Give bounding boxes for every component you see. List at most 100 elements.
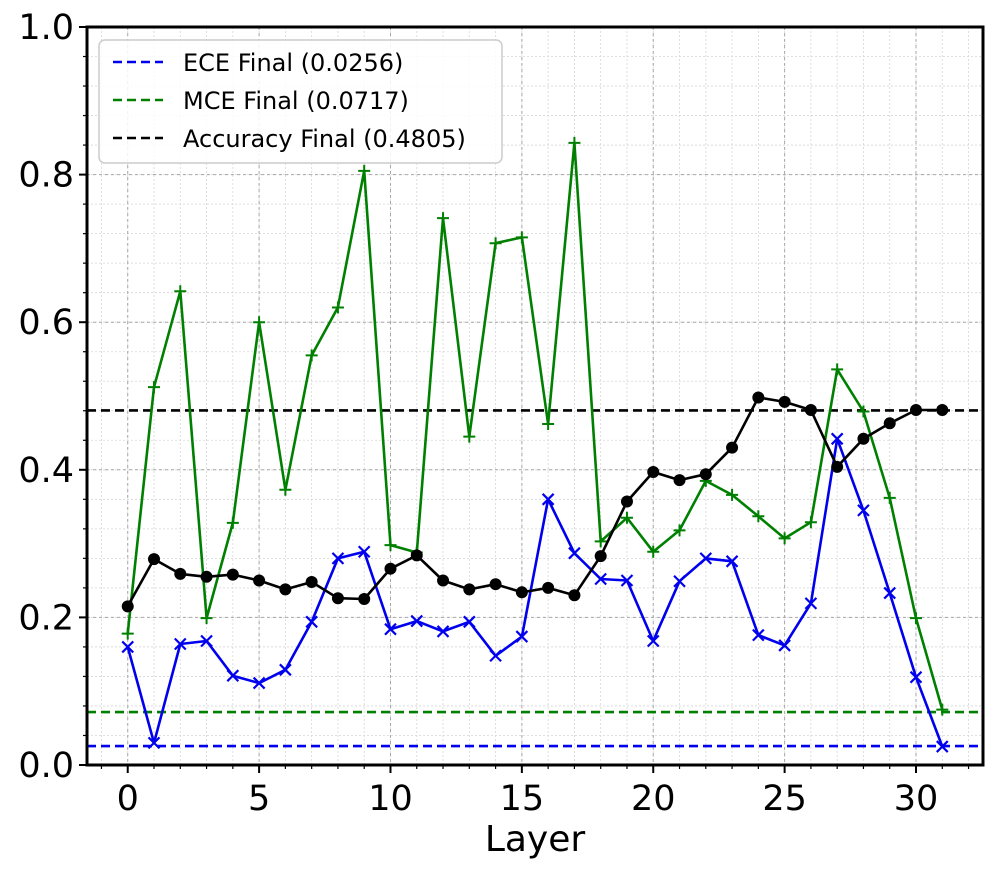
mce-point	[620, 511, 633, 524]
acc-point	[804, 404, 817, 417]
x-tick-label: 30	[894, 779, 939, 819]
ece-point	[935, 740, 949, 753]
mce-point	[200, 612, 213, 625]
ece-point	[646, 634, 660, 648]
acc-point	[883, 417, 896, 430]
x-tick-label: 10	[368, 779, 413, 819]
y-tick-label: 0.6	[18, 303, 74, 343]
mce-point	[909, 612, 922, 625]
acc-point	[489, 578, 502, 591]
acc-line	[126, 396, 943, 607]
mce-point	[148, 381, 161, 394]
mce-point	[226, 516, 239, 529]
mce-point	[752, 510, 765, 523]
acc-point	[726, 441, 739, 454]
mce-point	[647, 545, 660, 558]
mce-point	[726, 488, 739, 501]
ece_final-legend-label: ECE Final (0.0256)	[183, 49, 403, 77]
acc-point	[174, 567, 187, 580]
mce_final-legend-label: MCE Final (0.0717)	[183, 87, 409, 115]
x-axis-title: Layer	[485, 819, 586, 860]
ece-point	[857, 504, 870, 517]
mce-point	[857, 405, 870, 418]
acc-point	[909, 404, 922, 417]
acc-point	[857, 432, 870, 445]
mce-point	[437, 212, 450, 225]
ece-point	[804, 597, 818, 610]
acc-point	[358, 592, 371, 605]
mce-point	[778, 532, 791, 545]
mce-point	[673, 524, 686, 537]
acc-series	[121, 391, 949, 613]
ece-point	[883, 586, 896, 600]
mce-point	[883, 491, 896, 504]
mce-point	[174, 285, 187, 298]
acc-point	[515, 586, 528, 599]
x-tick-label: 0	[117, 779, 139, 819]
acc-point	[778, 395, 791, 408]
mce-line	[126, 141, 944, 710]
mce-point	[804, 516, 817, 529]
mce-point	[489, 237, 502, 250]
mce-point	[305, 349, 318, 362]
ece-point	[357, 545, 371, 558]
mce-point	[936, 703, 949, 716]
acc-point	[279, 583, 292, 596]
ece-point	[830, 432, 844, 446]
mce-point	[831, 363, 844, 376]
data-series	[121, 136, 949, 753]
mce-point	[515, 231, 528, 244]
acc-point	[226, 568, 239, 581]
acc-point	[410, 549, 423, 562]
acc-point	[542, 581, 555, 594]
ece-point	[279, 663, 292, 677]
ece-point	[620, 574, 634, 587]
acc-point	[148, 553, 161, 566]
ece-point	[568, 546, 581, 560]
mce-point	[542, 418, 555, 431]
x-tick-label: 15	[500, 779, 545, 819]
ece-point	[226, 669, 240, 682]
plot-frame	[85, 25, 985, 767]
ece-point	[305, 615, 318, 629]
ece-point	[489, 649, 502, 663]
mce-point	[279, 483, 292, 496]
mce-point	[384, 539, 397, 552]
ece-series	[121, 432, 949, 753]
acc-point	[752, 391, 765, 404]
y-tick-label: 0.2	[18, 598, 74, 638]
acc-point	[331, 592, 344, 605]
y-tick-label: 0.0	[18, 746, 74, 786]
reference-lines	[87, 409, 983, 748]
ece-point	[752, 628, 765, 642]
mce-point	[463, 430, 476, 443]
acc-point	[936, 404, 949, 417]
ece-point	[121, 640, 135, 654]
y-tick-label: 0.8	[18, 156, 74, 196]
ece-point	[909, 670, 923, 684]
ece-point	[410, 614, 424, 628]
mce-point	[594, 535, 607, 548]
mce-point	[331, 301, 344, 314]
acc-point	[437, 574, 450, 587]
x-tick-label: 25	[762, 779, 807, 819]
ece-point	[252, 676, 266, 690]
y-tick-label: 0.4	[18, 451, 74, 491]
acc-point	[568, 589, 581, 602]
mce-series	[121, 136, 949, 716]
grid	[87, 26, 983, 766]
acc-point	[620, 495, 633, 508]
ece-point	[778, 639, 791, 652]
ece-line	[126, 437, 944, 747]
mce-point	[568, 136, 581, 149]
y-tick-label: 1.0	[18, 8, 74, 48]
ece-point	[594, 572, 607, 586]
ece-point	[725, 555, 739, 568]
mce-point	[253, 316, 266, 329]
acc_final-legend-label: Accuracy Final (0.4805)	[183, 125, 466, 153]
ece-point	[673, 574, 686, 588]
acc-point	[594, 550, 607, 563]
ece-point	[147, 736, 161, 750]
acc-point	[305, 575, 318, 588]
